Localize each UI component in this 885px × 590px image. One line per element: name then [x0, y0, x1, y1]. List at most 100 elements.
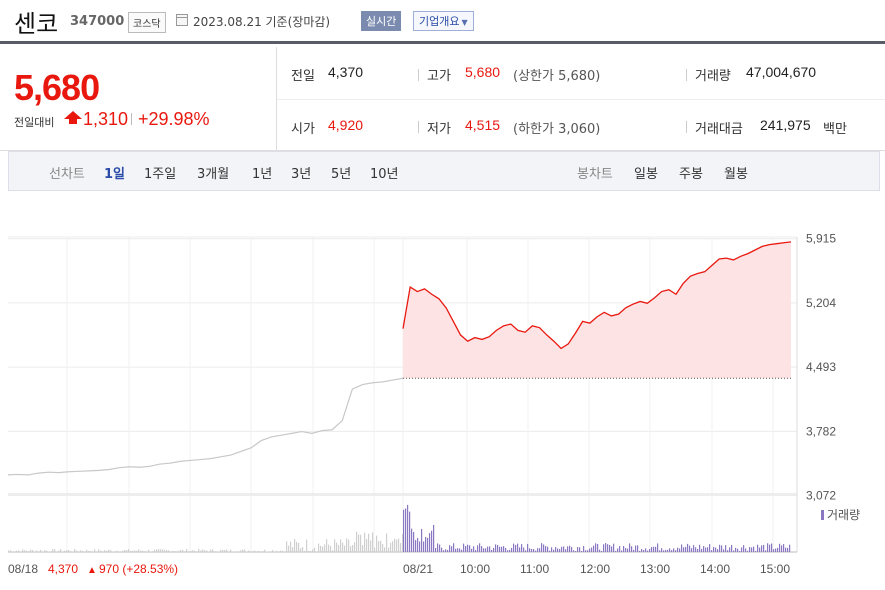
volume-bar [190, 550, 192, 552]
volume-bar [294, 538, 296, 552]
volume-bar [230, 549, 232, 552]
volume-bar [18, 550, 20, 552]
volume-bar [473, 546, 475, 552]
volume-bar [184, 551, 186, 552]
volume-bar [376, 535, 378, 552]
volume-bar [725, 545, 727, 552]
volume-bar [461, 549, 463, 552]
chart-range-bar: 선차트 1일 1주일 3개월 1년 3년 5년 10년 봉차트 일봉 주봉 월봉 [8, 151, 880, 191]
volume-bar [761, 545, 763, 552]
volume-bar [457, 548, 459, 552]
range-3y[interactable]: 3년 [291, 167, 312, 182]
volume-bar [254, 550, 256, 552]
volume-bar [38, 551, 40, 552]
volume-bar [368, 533, 370, 552]
volume-bar [775, 548, 777, 552]
volume-bar [48, 551, 50, 552]
prev-day-date: 08/18 [8, 562, 38, 576]
volume-bar [384, 547, 386, 552]
volume-bars [8, 504, 791, 552]
company-overview-button[interactable]: 기업개요 ▼ [413, 11, 474, 31]
volume-bar [398, 538, 400, 552]
volume-bar [751, 547, 753, 552]
volume-bar [549, 550, 551, 552]
range-3m[interactable]: 3개월 [197, 167, 230, 182]
range-1y[interactable]: 1년 [252, 167, 273, 182]
volume-bar [727, 550, 729, 552]
volume-bar [166, 550, 168, 552]
volume-bar [537, 548, 539, 552]
volume-bar [296, 541, 298, 552]
volume-bar [773, 549, 775, 552]
trade-value: 241,975 [760, 117, 811, 133]
volume-bar [713, 547, 715, 552]
volume-bar [605, 543, 607, 552]
volume-bar [86, 549, 88, 552]
volume-bar [40, 549, 42, 552]
volume-bar [449, 545, 451, 552]
volume-bar [206, 550, 208, 552]
volume-bar [392, 541, 394, 552]
range-5y[interactable]: 5년 [331, 167, 352, 182]
volume-bar [212, 549, 214, 552]
volume-bar [735, 547, 737, 552]
volume-bar [493, 547, 495, 552]
volume-bar [521, 544, 523, 552]
volume-bar [575, 550, 577, 552]
realtime-button[interactable]: 실시간 [361, 11, 402, 31]
candle-daily[interactable]: 일봉 [634, 167, 658, 182]
volume-bar [80, 550, 82, 552]
volume-bar [110, 550, 112, 552]
range-1w[interactable]: 1주일 [144, 167, 177, 182]
volume-bar [609, 544, 611, 552]
volume-bar [595, 543, 597, 552]
upper-limit: (상한가 5,680) [513, 69, 601, 84]
volume-bar [366, 538, 368, 552]
chart-grid [8, 236, 798, 553]
volume-bar [242, 549, 244, 552]
today-series [402, 241, 792, 379]
volume-bar [172, 551, 174, 552]
prev-close-value: 4,370 [328, 64, 364, 80]
volume-bar [479, 543, 481, 552]
volume-bar [707, 547, 709, 552]
volume-bar [362, 545, 364, 552]
volume-bar [665, 549, 667, 552]
candle-monthly[interactable]: 월봉 [724, 167, 748, 182]
candle-weekly[interactable]: 주봉 [679, 167, 703, 182]
low-label: 저가 [427, 122, 451, 137]
volume-bar [439, 544, 441, 552]
volume-bar [465, 546, 467, 552]
volume-bar [517, 543, 519, 552]
volume-bar [559, 549, 561, 552]
x-tick-label: 10:00 [460, 562, 490, 576]
y-tick-label: 4,493 [806, 360, 836, 374]
volume-bar [24, 550, 26, 552]
volume-bar [429, 533, 431, 552]
range-10y[interactable]: 10년 [370, 167, 399, 182]
volume-bar [531, 549, 533, 552]
volume-bar [76, 550, 78, 552]
range-1d[interactable]: 1일 [104, 167, 126, 182]
volume-bar [721, 545, 723, 552]
volume-bar [116, 550, 118, 552]
volume-bar [471, 548, 473, 552]
volume-bar [673, 548, 675, 552]
volume-bar [421, 528, 423, 552]
volume-bar [731, 544, 733, 552]
volume-bar [252, 551, 254, 552]
volume-bar [441, 547, 443, 552]
volume-bar [657, 543, 659, 552]
volume-bar [290, 541, 292, 552]
volume-bar [579, 547, 581, 552]
volume-bar [565, 549, 567, 552]
volume-bar [102, 551, 104, 552]
volume-bar [358, 534, 360, 552]
volume-bar [204, 550, 206, 552]
change-amount: 1,310 [83, 109, 129, 129]
volume-value: 47,004,670 [746, 64, 817, 80]
volume-bar [677, 547, 679, 552]
volume-bar [463, 543, 465, 552]
volume-bar [200, 550, 202, 552]
volume-bar [771, 543, 773, 552]
